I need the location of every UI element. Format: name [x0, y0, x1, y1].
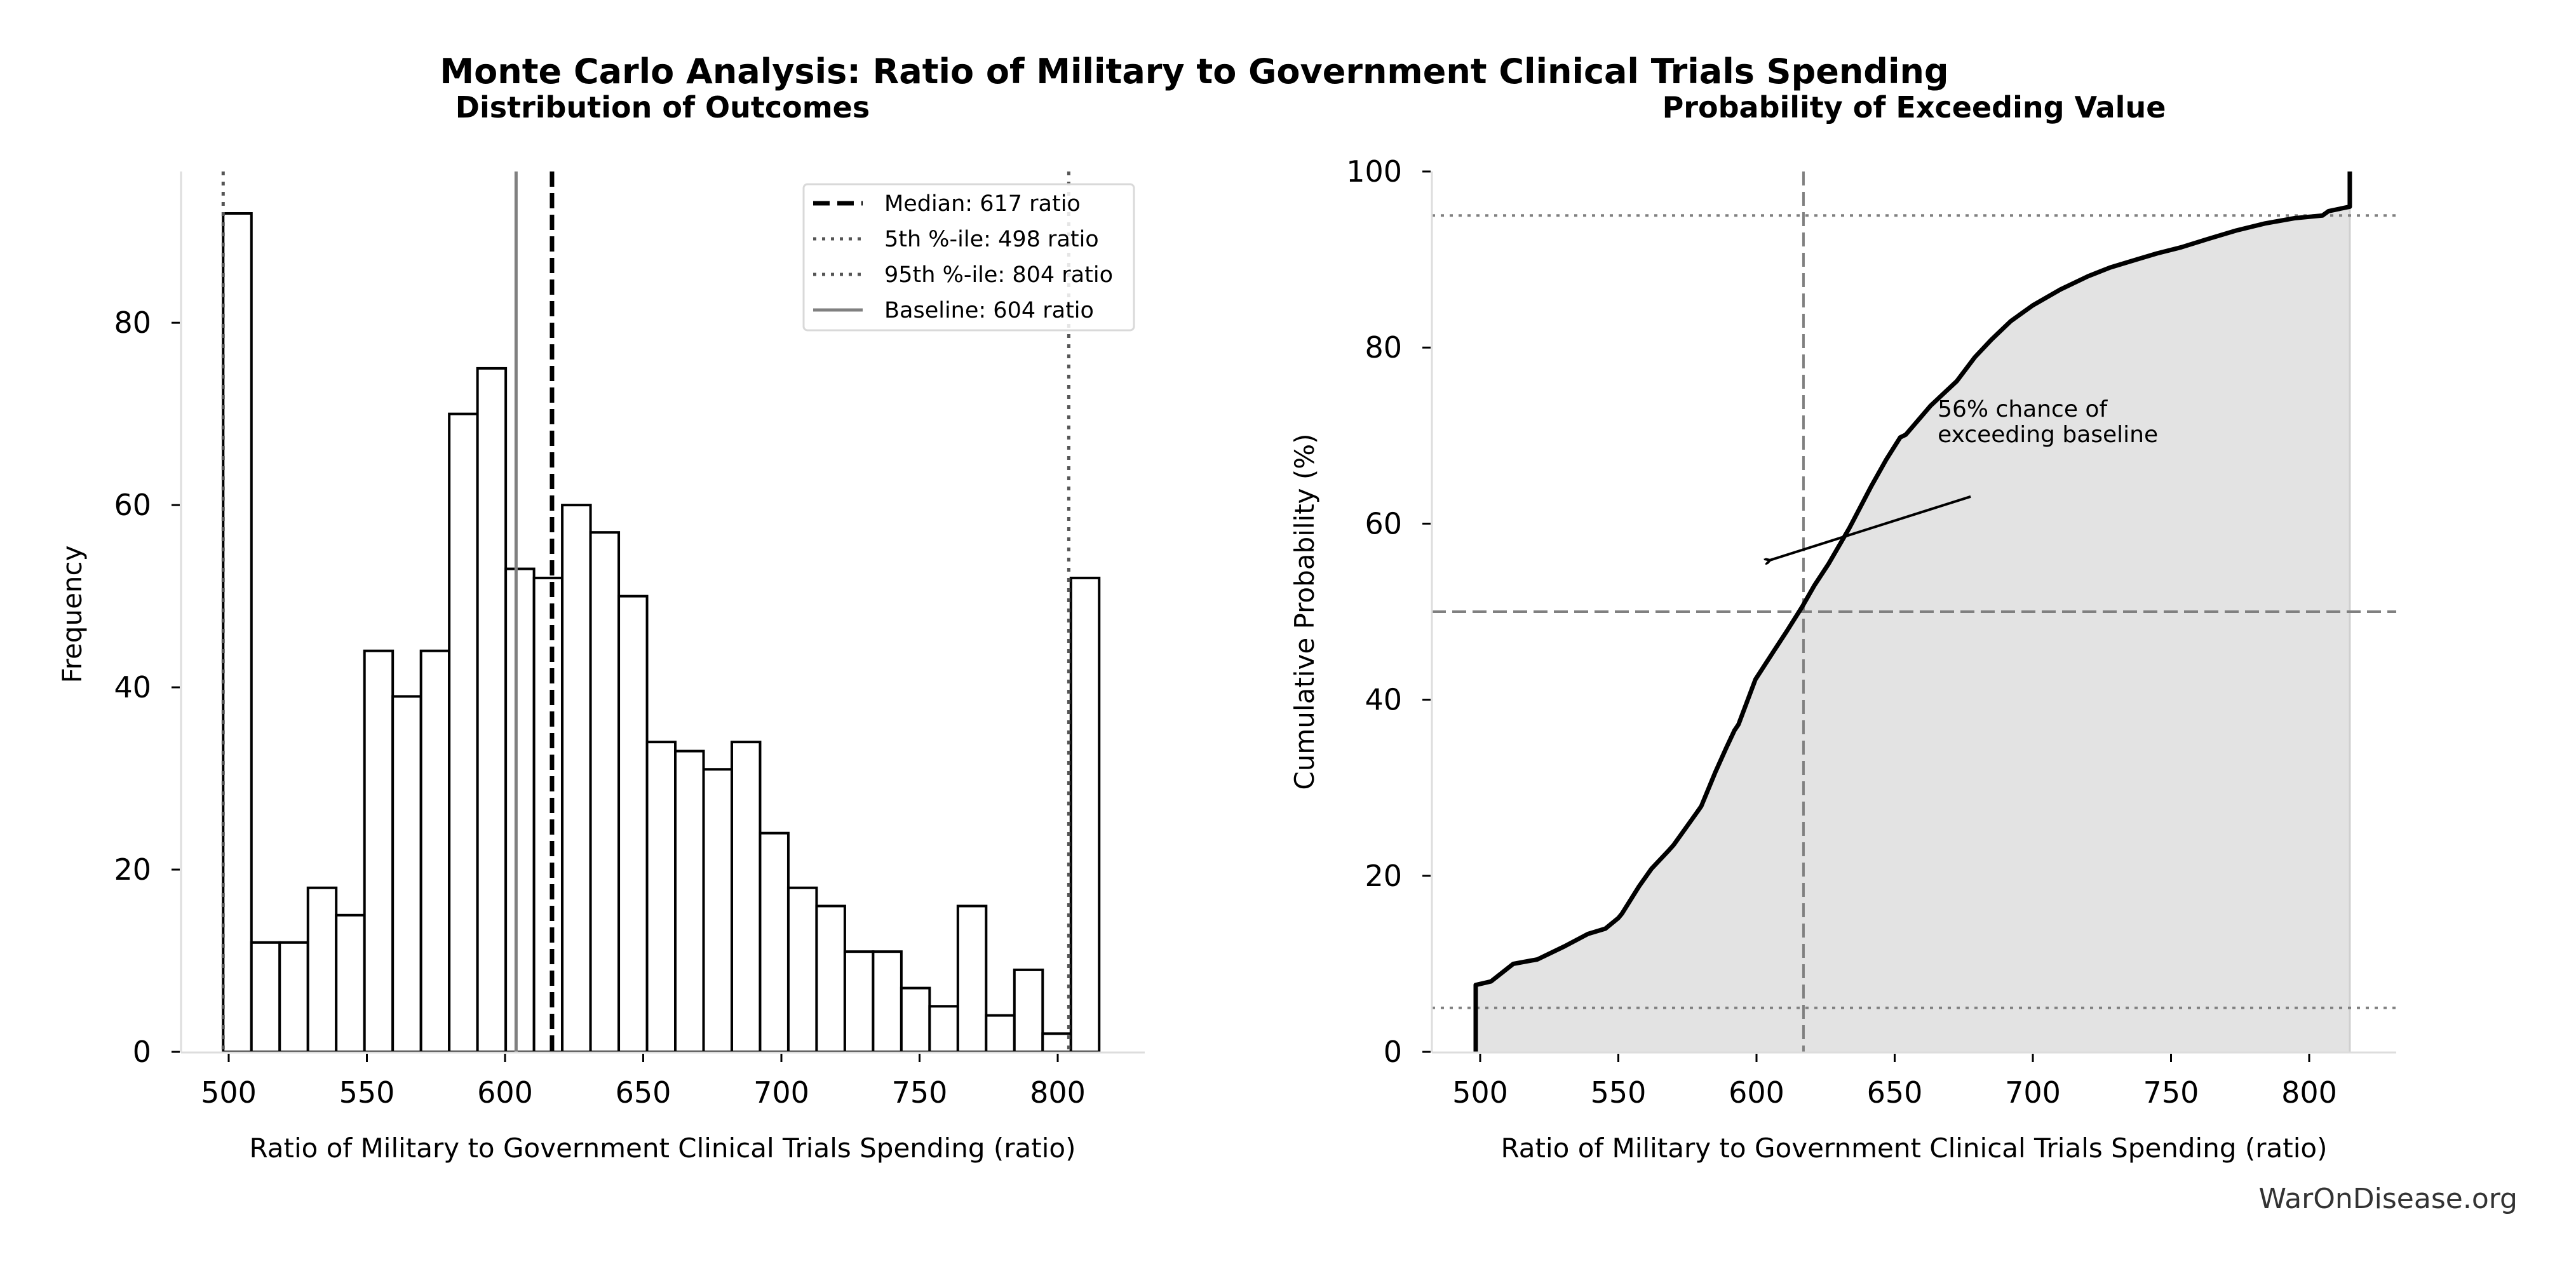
histogram-bar: [1069, 576, 1101, 1053]
x-tick-label: 600: [1729, 1075, 1784, 1110]
histogram-bar: [702, 768, 733, 1054]
cdf-axes: 500 550 600 650 700 750 800 0 20 40 60 80 100 Ratio…: [1289, 154, 2396, 1164]
histogram-bar: [645, 741, 677, 1054]
y-tick-label: 60: [114, 488, 151, 522]
histogram-bar: [786, 886, 818, 1053]
y-tick-label: 0: [1384, 1035, 1402, 1069]
x-tick-label: 550: [1591, 1075, 1647, 1110]
x-tick-label: 750: [2143, 1075, 2199, 1110]
watermark: WarOnDisease.org: [2259, 1183, 2518, 1215]
histogram-x-label: Ratio of Military to Government Clinical…: [250, 1133, 1076, 1164]
histogram-bar: [843, 950, 875, 1054]
histogram-x-ticks: 500 550 600 650 700 750 800: [201, 1054, 1086, 1110]
histogram-axes: 500 550 600 650 700 750 800 0 20 40 60 80 Ratio of…: [57, 171, 1145, 1164]
histogram-bar: [589, 531, 621, 1053]
histogram-y-ticks: 0 20 40 60 80: [114, 306, 180, 1069]
y-tick-label: 100: [1346, 154, 1402, 189]
histogram-bar: [1013, 968, 1044, 1053]
suptitle: Monte Carlo Analysis: Ratio of Military …: [440, 51, 1948, 91]
histogram-bar: [956, 904, 988, 1054]
histogram-bar: [448, 412, 479, 1053]
x-tick-label: 800: [2281, 1075, 2337, 1110]
histogram-bar: [872, 950, 903, 1054]
cdf-y-ticks: 0 20 40 60 80 100: [1346, 154, 1431, 1069]
x-tick-label: 700: [2005, 1075, 2061, 1110]
legend-label-p95: 95th %-ile: 804 ratio: [884, 262, 1113, 288]
histogram-bar: [730, 741, 762, 1054]
histogram-title: Distribution of Outcomes: [455, 90, 870, 124]
y-tick-label: 80: [1365, 330, 1402, 365]
histogram-bar: [504, 567, 536, 1053]
histogram-bar: [900, 986, 931, 1053]
histogram-bar: [985, 1014, 1016, 1053]
legend-label-baseline: Baseline: 604 ratio: [884, 298, 1094, 323]
x-tick-label: 750: [892, 1075, 948, 1110]
y-tick-label: 40: [1365, 683, 1402, 717]
histogram-bar: [617, 595, 649, 1053]
cdf-x-ticks: 500 550 600 650 700 750 800: [1452, 1054, 2337, 1110]
x-tick-label: 650: [616, 1075, 671, 1110]
cdf-title: Probability of Exceeding Value: [1662, 90, 2166, 124]
histogram-bar: [476, 367, 508, 1053]
y-tick-label: 0: [133, 1035, 151, 1069]
y-tick-label: 20: [114, 852, 151, 887]
x-tick-label: 550: [339, 1075, 395, 1110]
histogram-bar: [363, 649, 394, 1053]
histogram-bar: [928, 1005, 959, 1053]
annotation-line-2: exceeding baseline: [1938, 422, 2158, 448]
x-tick-label: 800: [1030, 1075, 1086, 1110]
annotation-arrow: [1770, 495, 1971, 560]
y-tick-label: 60: [1365, 506, 1402, 541]
x-tick-label: 600: [477, 1075, 533, 1110]
cdf-y-label: Cumulative Probability (%): [1289, 433, 1320, 790]
legend-label-p5: 5th %-ile: 498 ratio: [884, 227, 1099, 252]
histogram-bar: [419, 649, 451, 1053]
histogram-bar: [306, 886, 338, 1053]
histogram-bar: [532, 576, 564, 1053]
histogram-bar: [391, 695, 422, 1054]
histogram-bar: [759, 831, 790, 1054]
y-tick-label: 20: [1365, 859, 1402, 893]
cdf-reference-lines: [1432, 171, 2396, 1052]
legend-label-median: Median: 617 ratio: [884, 191, 1081, 217]
cdf-fill-area: [1476, 206, 2350, 1052]
cdf-line: [1473, 171, 2352, 1052]
histogram-bar: [1041, 1032, 1072, 1053]
histogram-legend: Median: 617 ratio 5th %-ile: 498 ratio 95t…: [802, 183, 1135, 332]
legend-frame: [802, 183, 1135, 332]
x-tick-label: 500: [201, 1075, 257, 1110]
histogram-y-label: Frequency: [57, 546, 88, 683]
histogram-bar: [278, 941, 309, 1053]
x-tick-label: 700: [753, 1075, 809, 1110]
histogram-bar: [250, 941, 281, 1053]
y-tick-label: 80: [114, 306, 151, 340]
annotation-text: 56% chance of exceeding baseline: [1938, 396, 2158, 448]
histogram-bar: [561, 504, 592, 1053]
histogram-bars: [222, 212, 1101, 1054]
histogram-bar: [335, 913, 366, 1053]
x-tick-label: 650: [1867, 1075, 1923, 1110]
x-tick-label: 500: [1452, 1075, 1508, 1110]
histogram-bar: [815, 904, 846, 1054]
y-tick-label: 40: [114, 670, 151, 704]
histogram-bar: [222, 212, 253, 1053]
cdf-x-label: Ratio of Military to Government Clinical…: [1501, 1133, 2328, 1164]
histogram-reference-lines: [221, 171, 1070, 1052]
annotation-line-1: 56% chance of: [1938, 396, 2108, 422]
histogram-bar: [674, 750, 705, 1053]
